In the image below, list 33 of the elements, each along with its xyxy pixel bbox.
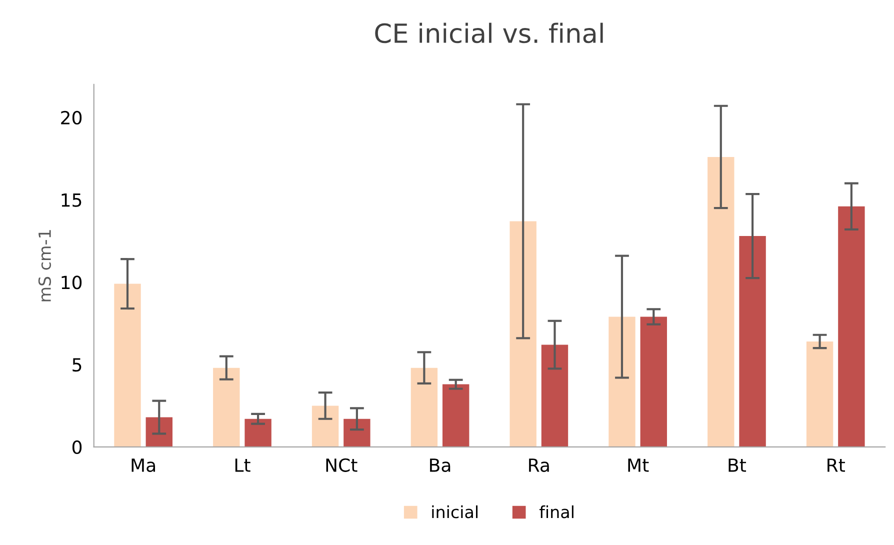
x-tick-label: Bt [728, 458, 746, 472]
bar [344, 418, 370, 447]
bar [312, 406, 339, 447]
legend-label: inicial [432, 505, 478, 518]
x-tick-label: Rt [828, 458, 845, 472]
bar [510, 221, 536, 447]
bar [114, 284, 141, 447]
y-tick-label: 5 [72, 358, 82, 372]
x-tick-label: NCt [326, 458, 358, 472]
y-tick-label: 0 [72, 440, 82, 454]
chart-title: CE inicial vs. final [375, 22, 603, 44]
bar [806, 341, 834, 447]
bar [410, 368, 438, 447]
y-tick-label: 10 [62, 276, 82, 290]
x-tick-label: Lt [235, 458, 250, 472]
x-tick-label: Ma [132, 458, 155, 472]
legend-label: final [539, 505, 574, 518]
x-tick-label: Ra [529, 458, 549, 472]
y-tick-label: 15 [62, 193, 82, 207]
bar [213, 368, 240, 447]
bar [442, 384, 470, 447]
bar [146, 417, 172, 447]
bar [541, 344, 568, 447]
y-axis-title: mS cm-1 [38, 230, 51, 302]
x-tick-label: Mt [628, 458, 649, 472]
bar [838, 206, 865, 447]
bar [708, 156, 734, 447]
bar [244, 418, 272, 447]
bar [640, 316, 667, 447]
bar [608, 316, 636, 447]
y-tick-label: 20 [61, 110, 82, 125]
x-tick-label: Ba [430, 458, 450, 472]
bar [739, 236, 766, 447]
